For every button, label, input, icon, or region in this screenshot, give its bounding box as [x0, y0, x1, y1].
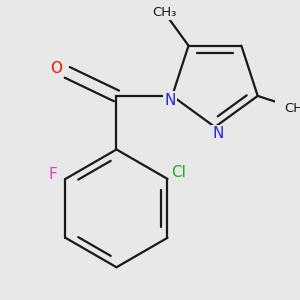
Text: CH₃: CH₃ [152, 6, 177, 19]
Text: O: O [50, 61, 62, 76]
Text: N: N [212, 126, 224, 141]
Text: Cl: Cl [171, 165, 186, 180]
Text: CH₃: CH₃ [284, 102, 300, 115]
Text: F: F [48, 167, 57, 182]
Text: N: N [164, 93, 176, 108]
